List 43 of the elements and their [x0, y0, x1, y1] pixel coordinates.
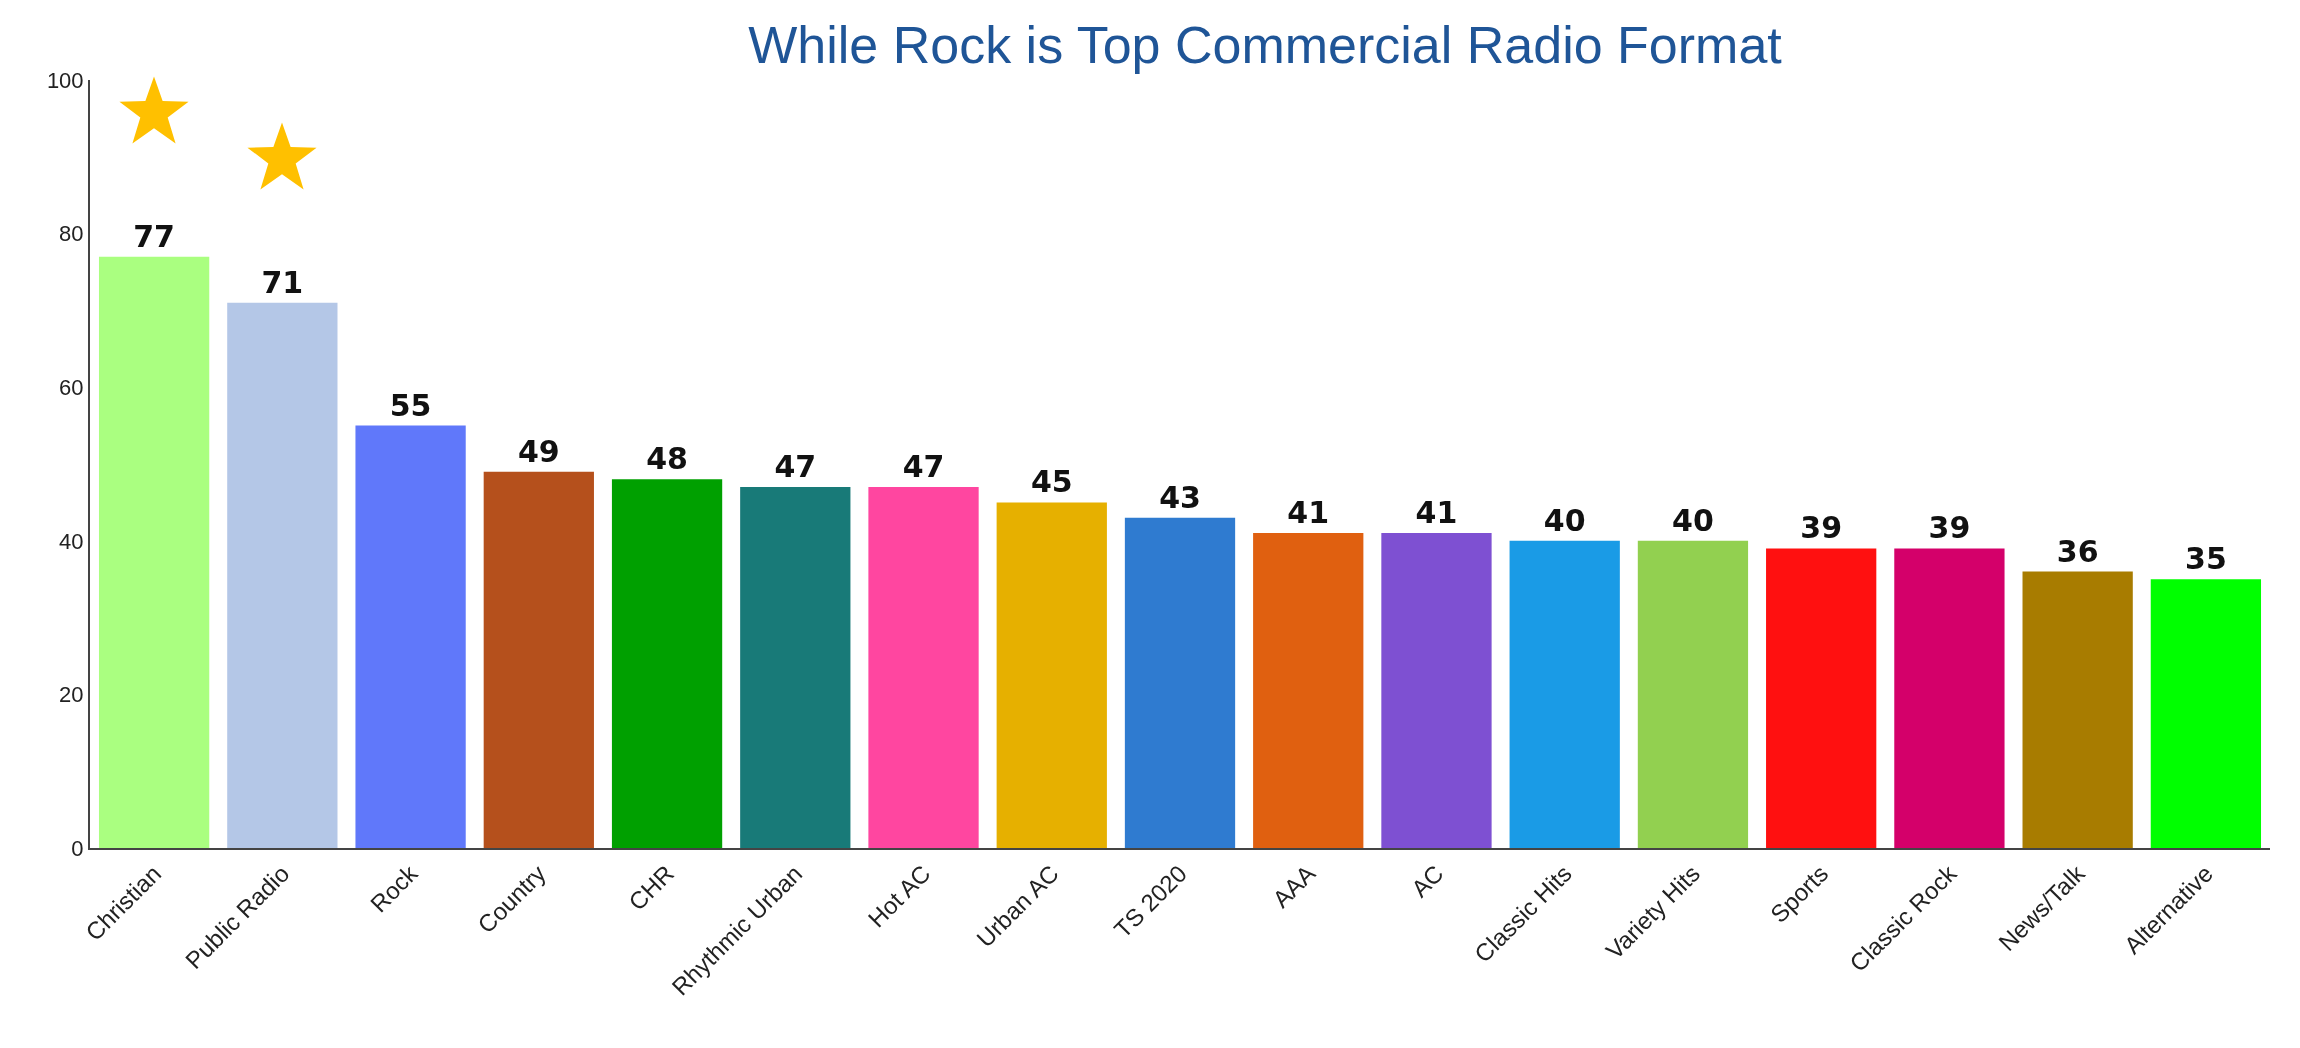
data-label: 55	[389, 387, 432, 423]
bar	[1766, 548, 1877, 848]
y-tick-label: 20	[59, 682, 84, 708]
data-label: 43	[1159, 479, 1201, 515]
x-tick-label: AC	[1405, 859, 1449, 903]
y-tick-label: 100	[46, 67, 84, 93]
data-label: 71	[261, 264, 304, 300]
data-label: 49	[517, 433, 560, 469]
y-tick-label: 80	[59, 221, 84, 247]
bar	[996, 502, 1107, 848]
bar	[1381, 533, 1492, 848]
bar	[740, 487, 851, 848]
chart-title: While Rock is Top Commercial Radio Format	[748, 15, 1783, 74]
x-tick-label: Hot AC	[862, 859, 936, 933]
y-tick-label: 0	[71, 835, 84, 861]
data-label: 40	[1672, 502, 1714, 538]
bar	[1509, 540, 1620, 848]
data-label: 41	[1415, 495, 1458, 531]
bar	[98, 256, 210, 848]
bar	[1637, 540, 1749, 848]
bar	[868, 487, 979, 848]
bar	[1894, 548, 2005, 848]
y-tick-label: 60	[59, 374, 84, 400]
bar	[2150, 579, 2262, 848]
bar	[355, 425, 466, 848]
bar	[483, 471, 594, 848]
bar	[611, 479, 723, 848]
bar	[227, 302, 338, 848]
data-label: 47	[774, 449, 817, 485]
bar	[1124, 517, 1236, 848]
data-label: 77	[133, 218, 175, 254]
data-label: 40	[1543, 502, 1586, 538]
data-label: 47	[902, 449, 945, 485]
data-label: 41	[1287, 495, 1330, 531]
y-tick-label: 40	[59, 528, 84, 554]
data-label: 35	[2185, 541, 2227, 577]
data-label: 48	[646, 441, 688, 477]
bar	[2022, 571, 2133, 848]
bar	[1253, 533, 1364, 848]
data-label: 45	[1030, 464, 1073, 500]
data-label: 39	[1928, 510, 1971, 546]
data-label: 36	[2056, 533, 2099, 569]
data-label: 39	[1800, 510, 1843, 546]
